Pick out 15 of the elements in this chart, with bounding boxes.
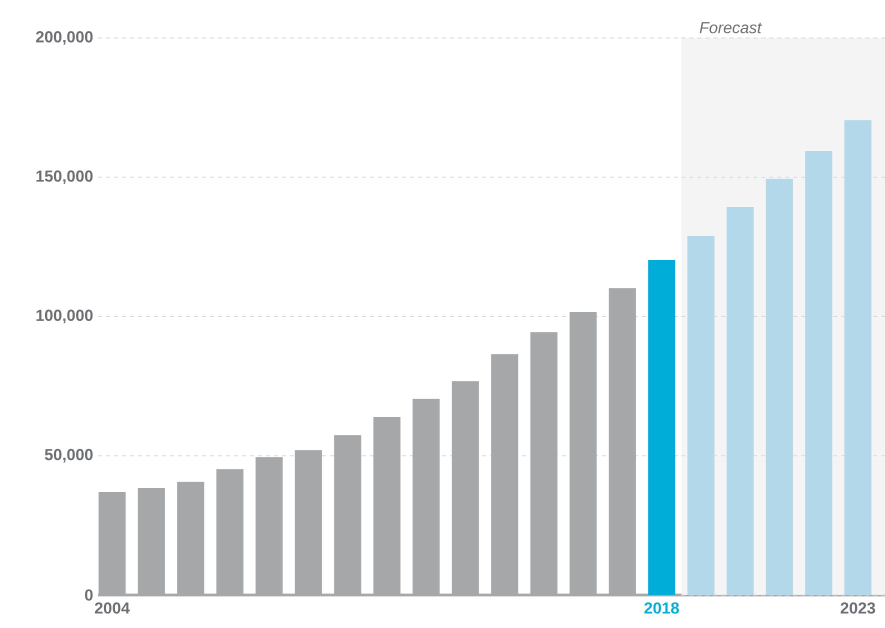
y-tick-label: 200,000 <box>36 31 93 45</box>
bar <box>687 236 714 595</box>
bar <box>766 178 793 595</box>
bar <box>726 207 754 595</box>
bar <box>648 260 676 595</box>
x-tick-label: 2023 <box>840 602 876 614</box>
y-tick-label: 0 <box>85 589 93 601</box>
y-tick-label: 50,000 <box>44 448 93 463</box>
x-tick-label: 2018 <box>644 602 679 614</box>
band-label: Forecast <box>700 22 762 34</box>
x-tick-label: 2004 <box>94 602 130 614</box>
bar <box>844 120 872 595</box>
y-tick-label: 100,000 <box>36 310 93 324</box>
y-tick-label: 150,000 <box>36 170 93 184</box>
bar <box>805 151 832 595</box>
